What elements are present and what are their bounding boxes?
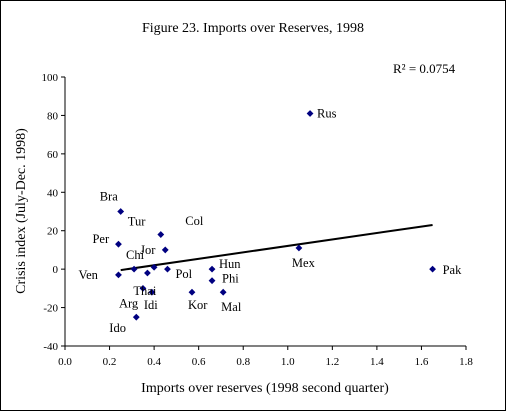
data-point-ido bbox=[132, 313, 140, 321]
data-point-jor bbox=[150, 263, 158, 271]
data-points bbox=[115, 110, 436, 321]
data-point-mex bbox=[295, 244, 303, 252]
point-label-ven: Ven bbox=[78, 268, 98, 282]
point-label-jor: Jor bbox=[140, 243, 156, 257]
x-tick-label: 0.6 bbox=[192, 356, 206, 368]
data-point-arg bbox=[139, 284, 147, 292]
data-point-col bbox=[161, 246, 169, 254]
data-point-ven bbox=[115, 271, 122, 279]
x-tick-label: 0.8 bbox=[236, 356, 250, 368]
data-point-pol bbox=[164, 265, 171, 273]
x-tick-label: 1.0 bbox=[281, 356, 295, 368]
data-point-hun bbox=[208, 265, 216, 273]
data-point-idi bbox=[148, 288, 156, 296]
point-label-arg: Arg bbox=[119, 296, 139, 310]
y-tick-label: -20 bbox=[43, 303, 58, 315]
y-tick-label: 80 bbox=[47, 110, 59, 122]
y-tick-label: -40 bbox=[43, 341, 58, 353]
r-squared-annotation: R² = 0.0754 bbox=[393, 61, 456, 76]
x-tick-label: 1.6 bbox=[415, 356, 429, 368]
point-label-per: Per bbox=[92, 232, 110, 246]
point-label-mal: Mal bbox=[221, 300, 242, 314]
y-axis-title: Crisis index (July-Dec. 1998) bbox=[14, 128, 29, 294]
y-tick-label: 20 bbox=[47, 226, 59, 238]
point-label-pak: Pak bbox=[443, 263, 463, 277]
x-tick-label: 0.0 bbox=[58, 356, 72, 368]
x-axis-title: Imports over reserves (1998 second quart… bbox=[141, 381, 389, 396]
point-label-chi: Chi bbox=[126, 248, 145, 262]
point-label-pol: Pol bbox=[175, 267, 192, 281]
point-label-rus: Rus bbox=[317, 107, 337, 121]
point-label-col: Col bbox=[185, 214, 204, 228]
point-label-hun: Hun bbox=[219, 257, 241, 271]
y-tick-label: 40 bbox=[47, 187, 59, 199]
x-tick-label: 1.8 bbox=[459, 356, 473, 368]
point-label-tur: Tur bbox=[128, 215, 146, 229]
data-point-chi bbox=[130, 265, 138, 273]
trendline bbox=[120, 223, 433, 272]
x-tick-label: 1.2 bbox=[325, 356, 339, 368]
point-label-thai: Thai bbox=[133, 284, 156, 298]
chart-title: Figure 23. Imports over Reserves, 1998 bbox=[142, 21, 364, 36]
data-point-bra bbox=[117, 208, 125, 215]
x-tick-label: 0.2 bbox=[103, 356, 117, 368]
data-point-per bbox=[115, 240, 122, 248]
x-tick-label: 0.4 bbox=[147, 356, 161, 368]
point-label-mex: Mex bbox=[292, 256, 316, 270]
data-point-rus bbox=[306, 110, 314, 117]
data-point-kor bbox=[188, 288, 196, 296]
point-label-kor: Kor bbox=[188, 298, 208, 312]
trendline-group bbox=[120, 223, 433, 272]
y-tick-label: 0 bbox=[53, 264, 59, 276]
data-point-thai bbox=[144, 269, 151, 277]
point-label-idi: Idi bbox=[144, 298, 158, 312]
point-label-ido: Ido bbox=[109, 321, 126, 335]
x-tick-label: 1.4 bbox=[370, 356, 384, 368]
data-point-tur bbox=[157, 231, 165, 238]
axis-ticks: -40 -20 0 20 40 60 80 100 0.0 0.2 0.4 0.6 0.8 1.0 1.2 1… bbox=[42, 72, 474, 368]
data-point-phi bbox=[208, 277, 216, 285]
point-label-phi: Phi bbox=[222, 272, 239, 286]
point-label-bra: Bra bbox=[100, 190, 119, 204]
data-point-mal bbox=[219, 288, 227, 296]
data-point-pak bbox=[429, 265, 436, 273]
y-tick-label: 60 bbox=[47, 149, 59, 161]
y-tick-label: 100 bbox=[42, 72, 59, 84]
